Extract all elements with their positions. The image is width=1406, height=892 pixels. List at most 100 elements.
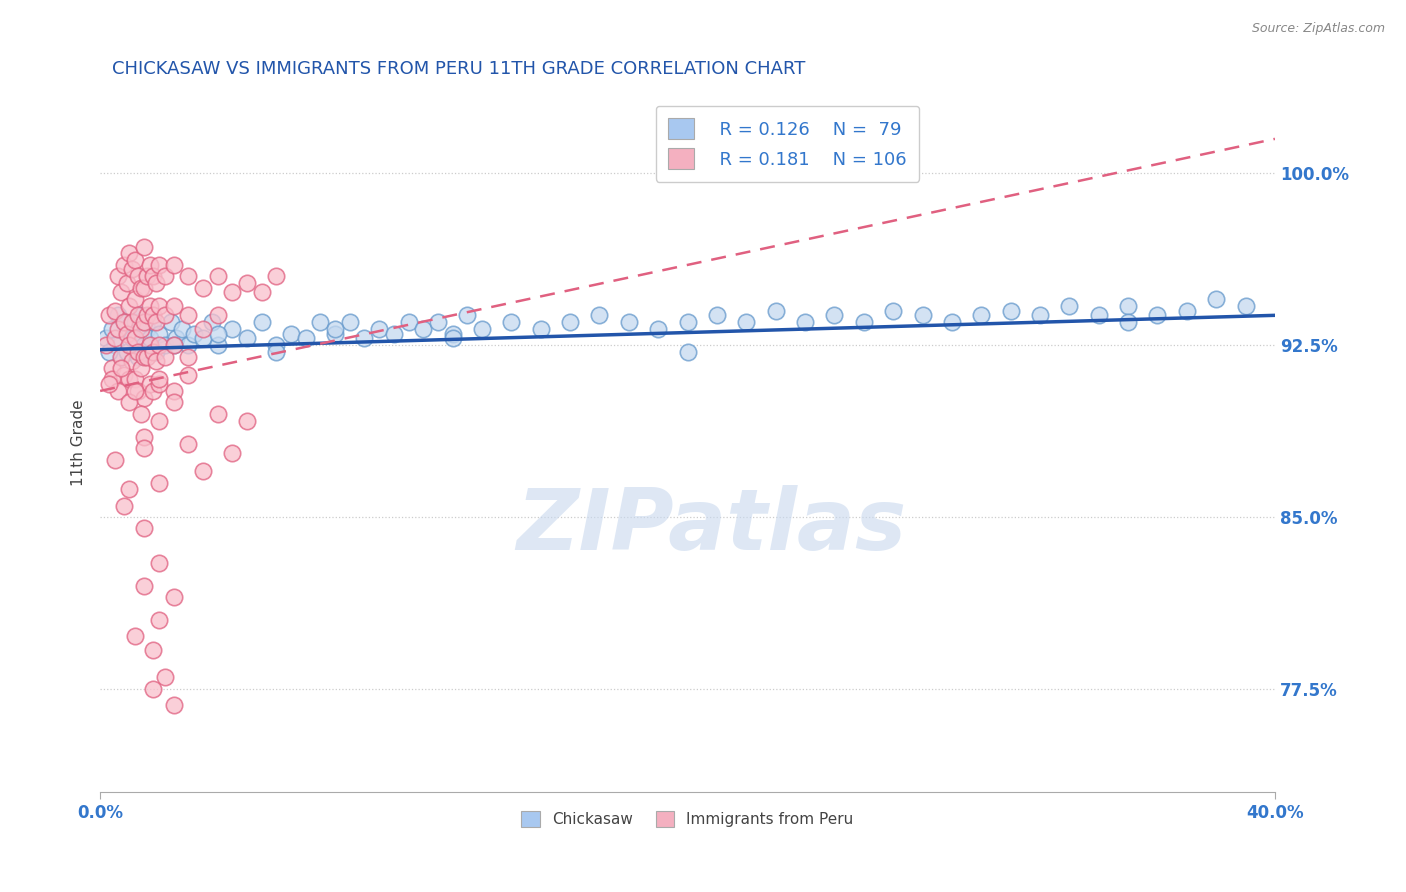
Point bbox=[941, 315, 963, 329]
Point bbox=[191, 322, 214, 336]
Point bbox=[426, 315, 449, 329]
Point bbox=[309, 315, 332, 329]
Point bbox=[172, 322, 194, 336]
Point bbox=[134, 521, 156, 535]
Point bbox=[1234, 299, 1257, 313]
Point bbox=[280, 326, 302, 341]
Text: CHICKASAW VS IMMIGRANTS FROM PERU 11TH GRADE CORRELATION CHART: CHICKASAW VS IMMIGRANTS FROM PERU 11TH G… bbox=[112, 60, 806, 78]
Point bbox=[127, 269, 149, 284]
Point bbox=[250, 315, 273, 329]
Point bbox=[530, 322, 553, 336]
Point bbox=[112, 258, 135, 272]
Point bbox=[129, 407, 152, 421]
Point bbox=[121, 315, 143, 329]
Point bbox=[139, 331, 162, 345]
Point bbox=[115, 326, 138, 341]
Point bbox=[1059, 299, 1081, 313]
Point bbox=[153, 350, 176, 364]
Point bbox=[110, 361, 132, 376]
Point bbox=[735, 315, 758, 329]
Point bbox=[136, 322, 159, 336]
Point bbox=[236, 331, 259, 345]
Point bbox=[112, 368, 135, 382]
Text: ZIPatlas: ZIPatlas bbox=[516, 485, 905, 568]
Point bbox=[134, 350, 156, 364]
Point bbox=[162, 698, 184, 712]
Point bbox=[136, 350, 159, 364]
Point bbox=[127, 350, 149, 364]
Point bbox=[129, 309, 152, 323]
Point bbox=[94, 338, 117, 352]
Point bbox=[112, 499, 135, 513]
Point bbox=[236, 277, 259, 291]
Point bbox=[588, 309, 610, 323]
Point bbox=[162, 338, 184, 352]
Point bbox=[765, 303, 787, 318]
Point bbox=[148, 338, 170, 352]
Point bbox=[145, 345, 167, 359]
Text: Source: ZipAtlas.com: Source: ZipAtlas.com bbox=[1251, 22, 1385, 36]
Point bbox=[101, 361, 124, 376]
Point bbox=[153, 338, 176, 352]
Point bbox=[134, 442, 156, 456]
Point bbox=[852, 315, 875, 329]
Point bbox=[162, 395, 184, 409]
Point bbox=[148, 258, 170, 272]
Point bbox=[124, 315, 146, 329]
Point bbox=[177, 269, 200, 284]
Point bbox=[134, 579, 156, 593]
Point bbox=[134, 338, 156, 352]
Point bbox=[124, 253, 146, 268]
Point bbox=[104, 452, 127, 467]
Point bbox=[136, 309, 159, 323]
Point bbox=[183, 326, 205, 341]
Point bbox=[1175, 303, 1198, 318]
Point bbox=[162, 258, 184, 272]
Point bbox=[148, 556, 170, 570]
Point bbox=[153, 670, 176, 684]
Point bbox=[323, 326, 346, 341]
Point bbox=[191, 464, 214, 478]
Point bbox=[121, 354, 143, 368]
Point bbox=[266, 269, 288, 284]
Point bbox=[107, 269, 129, 284]
Point bbox=[201, 315, 224, 329]
Point bbox=[110, 350, 132, 364]
Point bbox=[353, 331, 375, 345]
Point bbox=[107, 384, 129, 398]
Point bbox=[456, 309, 478, 323]
Point bbox=[134, 239, 156, 253]
Point bbox=[207, 309, 229, 323]
Point bbox=[191, 281, 214, 295]
Point bbox=[159, 315, 181, 329]
Point bbox=[382, 326, 405, 341]
Point bbox=[139, 377, 162, 392]
Point bbox=[207, 326, 229, 341]
Point bbox=[118, 372, 141, 386]
Point bbox=[118, 395, 141, 409]
Point bbox=[142, 315, 165, 329]
Point bbox=[148, 326, 170, 341]
Point bbox=[101, 372, 124, 386]
Point bbox=[121, 262, 143, 277]
Point bbox=[882, 303, 904, 318]
Point bbox=[177, 436, 200, 450]
Point bbox=[101, 322, 124, 336]
Point bbox=[142, 269, 165, 284]
Point bbox=[107, 322, 129, 336]
Point bbox=[153, 309, 176, 323]
Point bbox=[221, 285, 243, 300]
Point bbox=[110, 350, 132, 364]
Point bbox=[368, 322, 391, 336]
Point bbox=[676, 345, 699, 359]
Point bbox=[134, 315, 156, 329]
Point bbox=[323, 322, 346, 336]
Point bbox=[221, 446, 243, 460]
Point bbox=[129, 361, 152, 376]
Point bbox=[104, 331, 127, 345]
Point bbox=[294, 331, 316, 345]
Point bbox=[207, 407, 229, 421]
Point bbox=[148, 372, 170, 386]
Point bbox=[153, 269, 176, 284]
Point bbox=[118, 326, 141, 341]
